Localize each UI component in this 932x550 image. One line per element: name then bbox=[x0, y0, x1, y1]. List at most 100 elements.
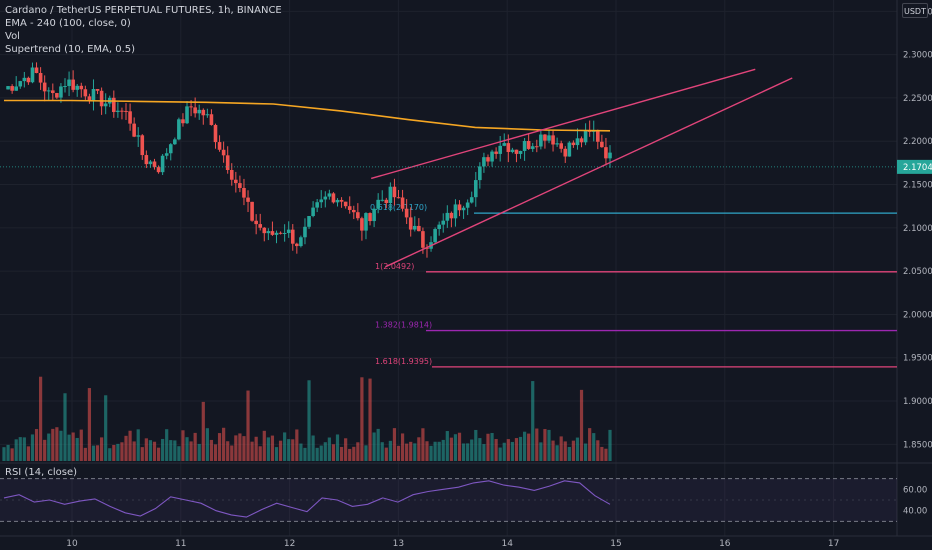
indicator-vol[interactable]: Vol bbox=[5, 31, 20, 42]
candle bbox=[543, 134, 547, 141]
volume-bar bbox=[274, 447, 279, 461]
current-price-tag bbox=[897, 159, 932, 174]
candle bbox=[254, 220, 258, 225]
time-tick-label: 11 bbox=[175, 539, 186, 549]
volume-bar bbox=[140, 447, 144, 461]
candle bbox=[575, 138, 580, 146]
volume-bar bbox=[30, 434, 35, 461]
volume-bar bbox=[400, 433, 405, 461]
candle bbox=[55, 93, 59, 98]
volume-bar bbox=[10, 448, 14, 461]
volume-bar bbox=[368, 378, 372, 461]
candle bbox=[258, 224, 263, 228]
candle bbox=[217, 142, 222, 150]
rsi-line bbox=[3, 480, 611, 518]
fib-level-label: 0.618(2.1170) bbox=[370, 203, 427, 212]
candle bbox=[42, 82, 47, 92]
volume-bar bbox=[433, 441, 437, 461]
volume-bar bbox=[437, 441, 441, 461]
price-tick-label: 2.2500 bbox=[903, 94, 932, 104]
candle bbox=[583, 130, 588, 143]
volume-bar bbox=[161, 438, 165, 461]
volume-bar bbox=[441, 439, 445, 461]
volume-bar bbox=[356, 442, 360, 461]
currency-selector[interactable]: USDT bbox=[902, 3, 928, 18]
candle bbox=[433, 229, 437, 243]
volume-bar bbox=[384, 447, 388, 461]
volume-bar bbox=[555, 445, 559, 461]
candle bbox=[567, 142, 572, 157]
volume-bar bbox=[14, 439, 18, 461]
indicator-supertrend[interactable]: Supertrend (10, EMA, 0.5) bbox=[5, 44, 136, 55]
volume-bar bbox=[315, 447, 319, 461]
candle bbox=[112, 97, 116, 113]
price-tick-label: 2.3000 bbox=[903, 51, 932, 61]
volume-bar bbox=[307, 380, 311, 461]
time-tick-label: 13 bbox=[393, 539, 404, 549]
volume-bar bbox=[506, 439, 510, 461]
candle bbox=[335, 199, 340, 203]
candle bbox=[396, 197, 401, 199]
volume-bar bbox=[421, 428, 425, 461]
candle bbox=[392, 186, 397, 198]
candle bbox=[266, 231, 271, 234]
candle bbox=[87, 96, 92, 101]
candle bbox=[286, 229, 291, 233]
candle bbox=[38, 73, 43, 83]
volume-bar bbox=[376, 428, 380, 461]
candle bbox=[99, 90, 104, 107]
candle bbox=[193, 107, 197, 114]
rsi-tick-label: 60.00 bbox=[903, 485, 927, 495]
volume-bar bbox=[563, 441, 567, 461]
price-tick-label: 1.9000 bbox=[903, 397, 932, 407]
volume-bar bbox=[43, 439, 47, 461]
candle bbox=[417, 225, 421, 232]
candle bbox=[209, 114, 214, 125]
price-tick-label: 2.2000 bbox=[903, 137, 932, 147]
candle bbox=[303, 226, 307, 238]
volume-bar bbox=[478, 438, 482, 461]
fib-levels: 0.618(2.1170) 1(2.0492) 1.382(1.9814) 1.618… bbox=[370, 203, 897, 368]
candle bbox=[498, 145, 502, 154]
volume-bar bbox=[213, 444, 218, 461]
candle bbox=[148, 161, 153, 165]
candle bbox=[250, 201, 254, 221]
wedge-lines[interactable] bbox=[371, 68, 793, 268]
volume-bar bbox=[91, 445, 96, 461]
symbol-title[interactable]: Cardano / TetherUS PERPETUAL FUTURES, 1h… bbox=[5, 5, 282, 16]
candle bbox=[453, 204, 458, 219]
fib-level-label: 1.382(1.9814) bbox=[375, 321, 432, 330]
candle bbox=[514, 149, 519, 154]
volume-bar bbox=[498, 447, 502, 461]
candle bbox=[323, 196, 328, 200]
volume-bar bbox=[592, 433, 596, 461]
candle bbox=[486, 157, 490, 162]
volume-bar bbox=[425, 441, 429, 461]
candle bbox=[51, 90, 55, 94]
volume-bar bbox=[189, 441, 193, 461]
time-tick-label: 17 bbox=[828, 539, 839, 549]
volume-bar bbox=[588, 428, 592, 461]
volume-bar bbox=[266, 437, 270, 461]
volume-bar bbox=[283, 432, 287, 461]
indicator-ema[interactable]: EMA - 240 (100, close, 0) bbox=[5, 18, 131, 29]
candle bbox=[307, 216, 311, 227]
volume-bar bbox=[303, 447, 307, 461]
candle bbox=[136, 135, 141, 137]
volume-bar bbox=[474, 429, 478, 461]
volume-bar bbox=[380, 442, 384, 461]
candle bbox=[75, 85, 80, 90]
volume-bar bbox=[466, 443, 470, 461]
volume-bar bbox=[344, 438, 348, 461]
candle bbox=[124, 110, 128, 112]
volume-bar bbox=[417, 437, 421, 461]
candle bbox=[461, 207, 466, 211]
candle bbox=[360, 218, 364, 231]
candle bbox=[246, 197, 250, 202]
volume-bar bbox=[461, 443, 466, 461]
candle bbox=[34, 67, 39, 74]
candle bbox=[600, 141, 604, 148]
ema-240-line bbox=[4, 99, 611, 132]
indicator-rsi[interactable]: RSI (14, close) bbox=[5, 467, 78, 478]
